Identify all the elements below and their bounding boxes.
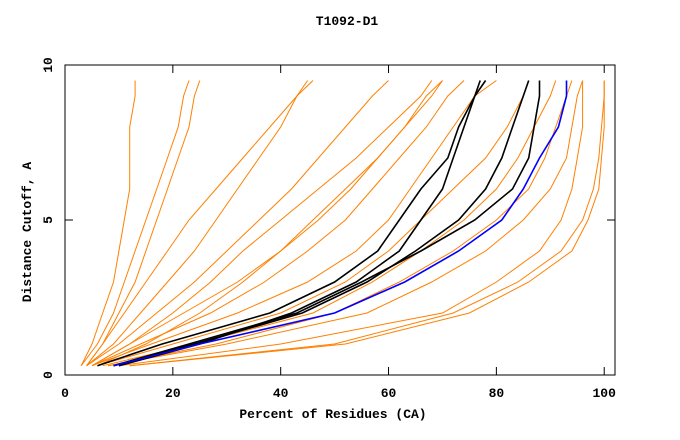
curve xyxy=(97,80,443,367)
curve xyxy=(113,80,530,367)
x-tick-label: 80 xyxy=(489,386,505,401)
x-tick-label: 60 xyxy=(381,386,397,401)
curve xyxy=(91,80,465,367)
curve xyxy=(102,80,557,367)
curve xyxy=(80,80,190,366)
x-tick-label: 100 xyxy=(593,386,617,401)
curve xyxy=(91,80,497,367)
curve xyxy=(113,80,568,367)
curve xyxy=(118,80,481,367)
curve xyxy=(97,80,530,367)
x-tick-label: 40 xyxy=(273,386,289,401)
curve xyxy=(80,80,136,366)
x-tick-label: 0 xyxy=(61,386,69,401)
curve xyxy=(129,80,605,367)
curve xyxy=(86,80,201,366)
curve xyxy=(118,80,584,367)
y-tick-label: 5 xyxy=(41,216,56,224)
curve xyxy=(91,80,433,367)
y-tick-label: 0 xyxy=(41,371,56,379)
curve xyxy=(108,80,573,367)
curve xyxy=(113,80,541,367)
curve xyxy=(86,80,309,367)
curve xyxy=(91,80,443,367)
plot-frame xyxy=(64,64,616,376)
curve xyxy=(86,80,389,367)
x-tick-label: 20 xyxy=(165,386,181,401)
curve xyxy=(86,80,314,366)
chart-title: T1092-D1 xyxy=(316,14,379,29)
curve xyxy=(108,80,584,367)
y-axis-label: Distance Cutoff, A xyxy=(20,162,35,303)
curve xyxy=(129,80,605,367)
x-axis-label: Percent of Residues (CA) xyxy=(239,407,426,422)
curve xyxy=(97,80,487,367)
y-tick-label: 10 xyxy=(41,57,56,73)
